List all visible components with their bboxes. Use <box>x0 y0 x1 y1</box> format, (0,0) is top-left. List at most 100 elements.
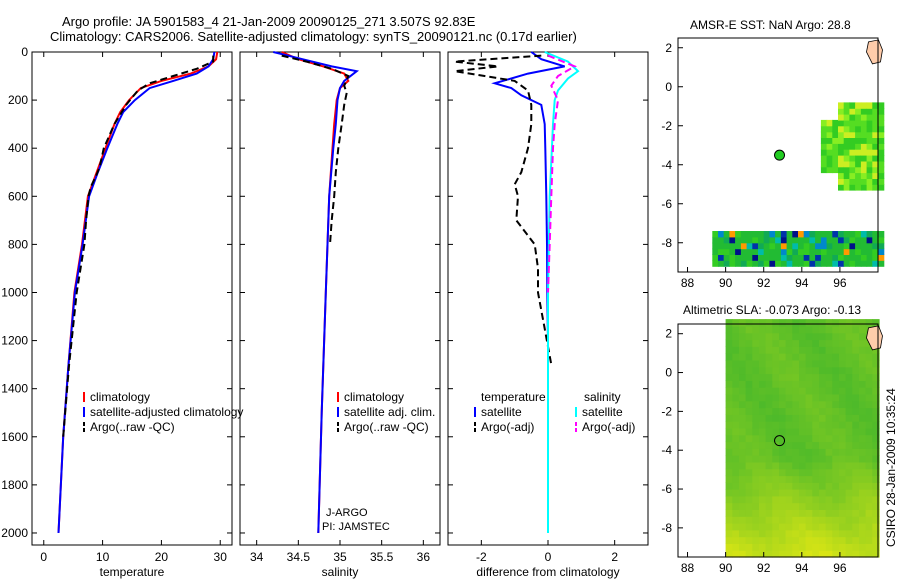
sst-cell <box>849 248 856 255</box>
sla-cell <box>739 523 747 531</box>
sla-cell <box>819 421 827 429</box>
sla-cell <box>865 502 873 510</box>
sst-cell <box>838 102 845 109</box>
temperature-xlabel: temperature <box>100 565 165 579</box>
sst-cell <box>815 231 822 238</box>
sla-cell <box>872 387 880 395</box>
sla-cell <box>739 387 747 395</box>
sst-cell <box>820 242 828 250</box>
sst-cell <box>838 172 845 179</box>
sst-cell <box>855 108 862 115</box>
sst-cell <box>792 231 799 238</box>
sla-cell <box>745 325 753 334</box>
sla-cell <box>845 441 853 449</box>
sst-cell <box>860 143 868 150</box>
sla-cell <box>825 421 833 429</box>
diff-legend-sal-argo-label: Argo(-adj) <box>582 420 635 434</box>
sst-cell <box>820 260 828 267</box>
sla-cell <box>745 387 753 395</box>
sla-cell <box>872 461 880 470</box>
sst-cell <box>872 131 879 138</box>
sla-cell <box>785 332 793 341</box>
sst-cell <box>792 260 799 267</box>
sla-cell <box>845 434 853 443</box>
sla-cell <box>785 407 793 415</box>
sla-cell <box>725 407 733 415</box>
sla-cell <box>785 400 793 409</box>
sla-cell <box>825 495 833 504</box>
sst-cell <box>860 131 868 138</box>
sst-cell <box>849 143 856 150</box>
sla-cell <box>752 441 760 449</box>
sla-cell <box>779 353 787 361</box>
sla-cell <box>872 543 880 551</box>
sla-cell <box>845 373 853 381</box>
sla-cell <box>752 353 760 361</box>
sst-cell <box>843 178 850 185</box>
sla-cell <box>852 373 860 381</box>
sst-map-xtick-label: 88 <box>681 276 695 290</box>
sla-cell <box>765 516 773 524</box>
sla-cell <box>792 414 800 422</box>
sla-cell <box>832 421 840 429</box>
sst-cell <box>729 254 736 261</box>
sst-map-ytick-label: -6 <box>661 197 672 211</box>
sla-cell <box>845 387 853 395</box>
sla-cell <box>812 502 820 510</box>
sla-cell <box>839 339 847 347</box>
sst-cell <box>820 119 828 127</box>
sst-cell <box>832 166 839 174</box>
sst-cell <box>786 231 793 238</box>
sla-cell <box>785 495 793 504</box>
sst-cell <box>820 236 828 244</box>
sst-cell <box>872 178 879 185</box>
sla-cell <box>759 346 767 354</box>
sla-cell <box>725 516 733 524</box>
sla-cell <box>845 400 853 409</box>
sla-cell <box>825 509 833 517</box>
sla-cell <box>745 523 753 531</box>
sla-cell <box>732 373 740 381</box>
sla-cell <box>852 529 860 538</box>
sla-cell <box>832 461 840 470</box>
sla-cell <box>792 434 800 443</box>
sla-cell <box>852 509 860 517</box>
sla-cell <box>739 516 747 524</box>
sla-cell <box>865 427 873 436</box>
sla-cell <box>832 482 840 490</box>
sla-cell <box>825 455 833 463</box>
sst-cell <box>826 248 833 255</box>
sla-cell <box>865 366 873 375</box>
sla-cell <box>852 516 860 524</box>
temp-legend-satellite-label: satellite-adjusted climatology <box>90 405 243 419</box>
sla-cell <box>799 448 807 456</box>
sla-cell <box>772 509 780 517</box>
sla-cell <box>832 373 840 381</box>
sla-cell <box>799 339 807 347</box>
sst-cell <box>855 131 862 138</box>
sla-cell <box>805 366 813 375</box>
sla-cell <box>725 421 733 429</box>
sst-cell <box>849 231 856 238</box>
difference-series-salinity-argo-adj- <box>547 54 577 293</box>
sla-cell <box>832 407 840 415</box>
sla-cell <box>859 434 867 443</box>
sla-cell <box>805 495 813 504</box>
sla-cell <box>812 550 820 558</box>
sla-map-ytick-label: -4 <box>661 443 672 457</box>
sst-cell <box>763 248 770 255</box>
sla-cell <box>832 387 840 395</box>
sst-cell <box>826 254 833 261</box>
sla-cell <box>799 414 807 422</box>
sst-cell <box>809 260 816 267</box>
sla-cell <box>759 509 767 517</box>
sla-cell <box>819 529 827 538</box>
sla-cell <box>725 495 733 504</box>
sst-cell <box>792 242 799 250</box>
sla-cell <box>792 353 800 361</box>
sla-cell <box>732 332 740 341</box>
sla-cell <box>852 482 860 490</box>
sla-cell <box>779 475 787 483</box>
sla-cell <box>812 373 820 381</box>
sst-cell <box>860 248 868 255</box>
